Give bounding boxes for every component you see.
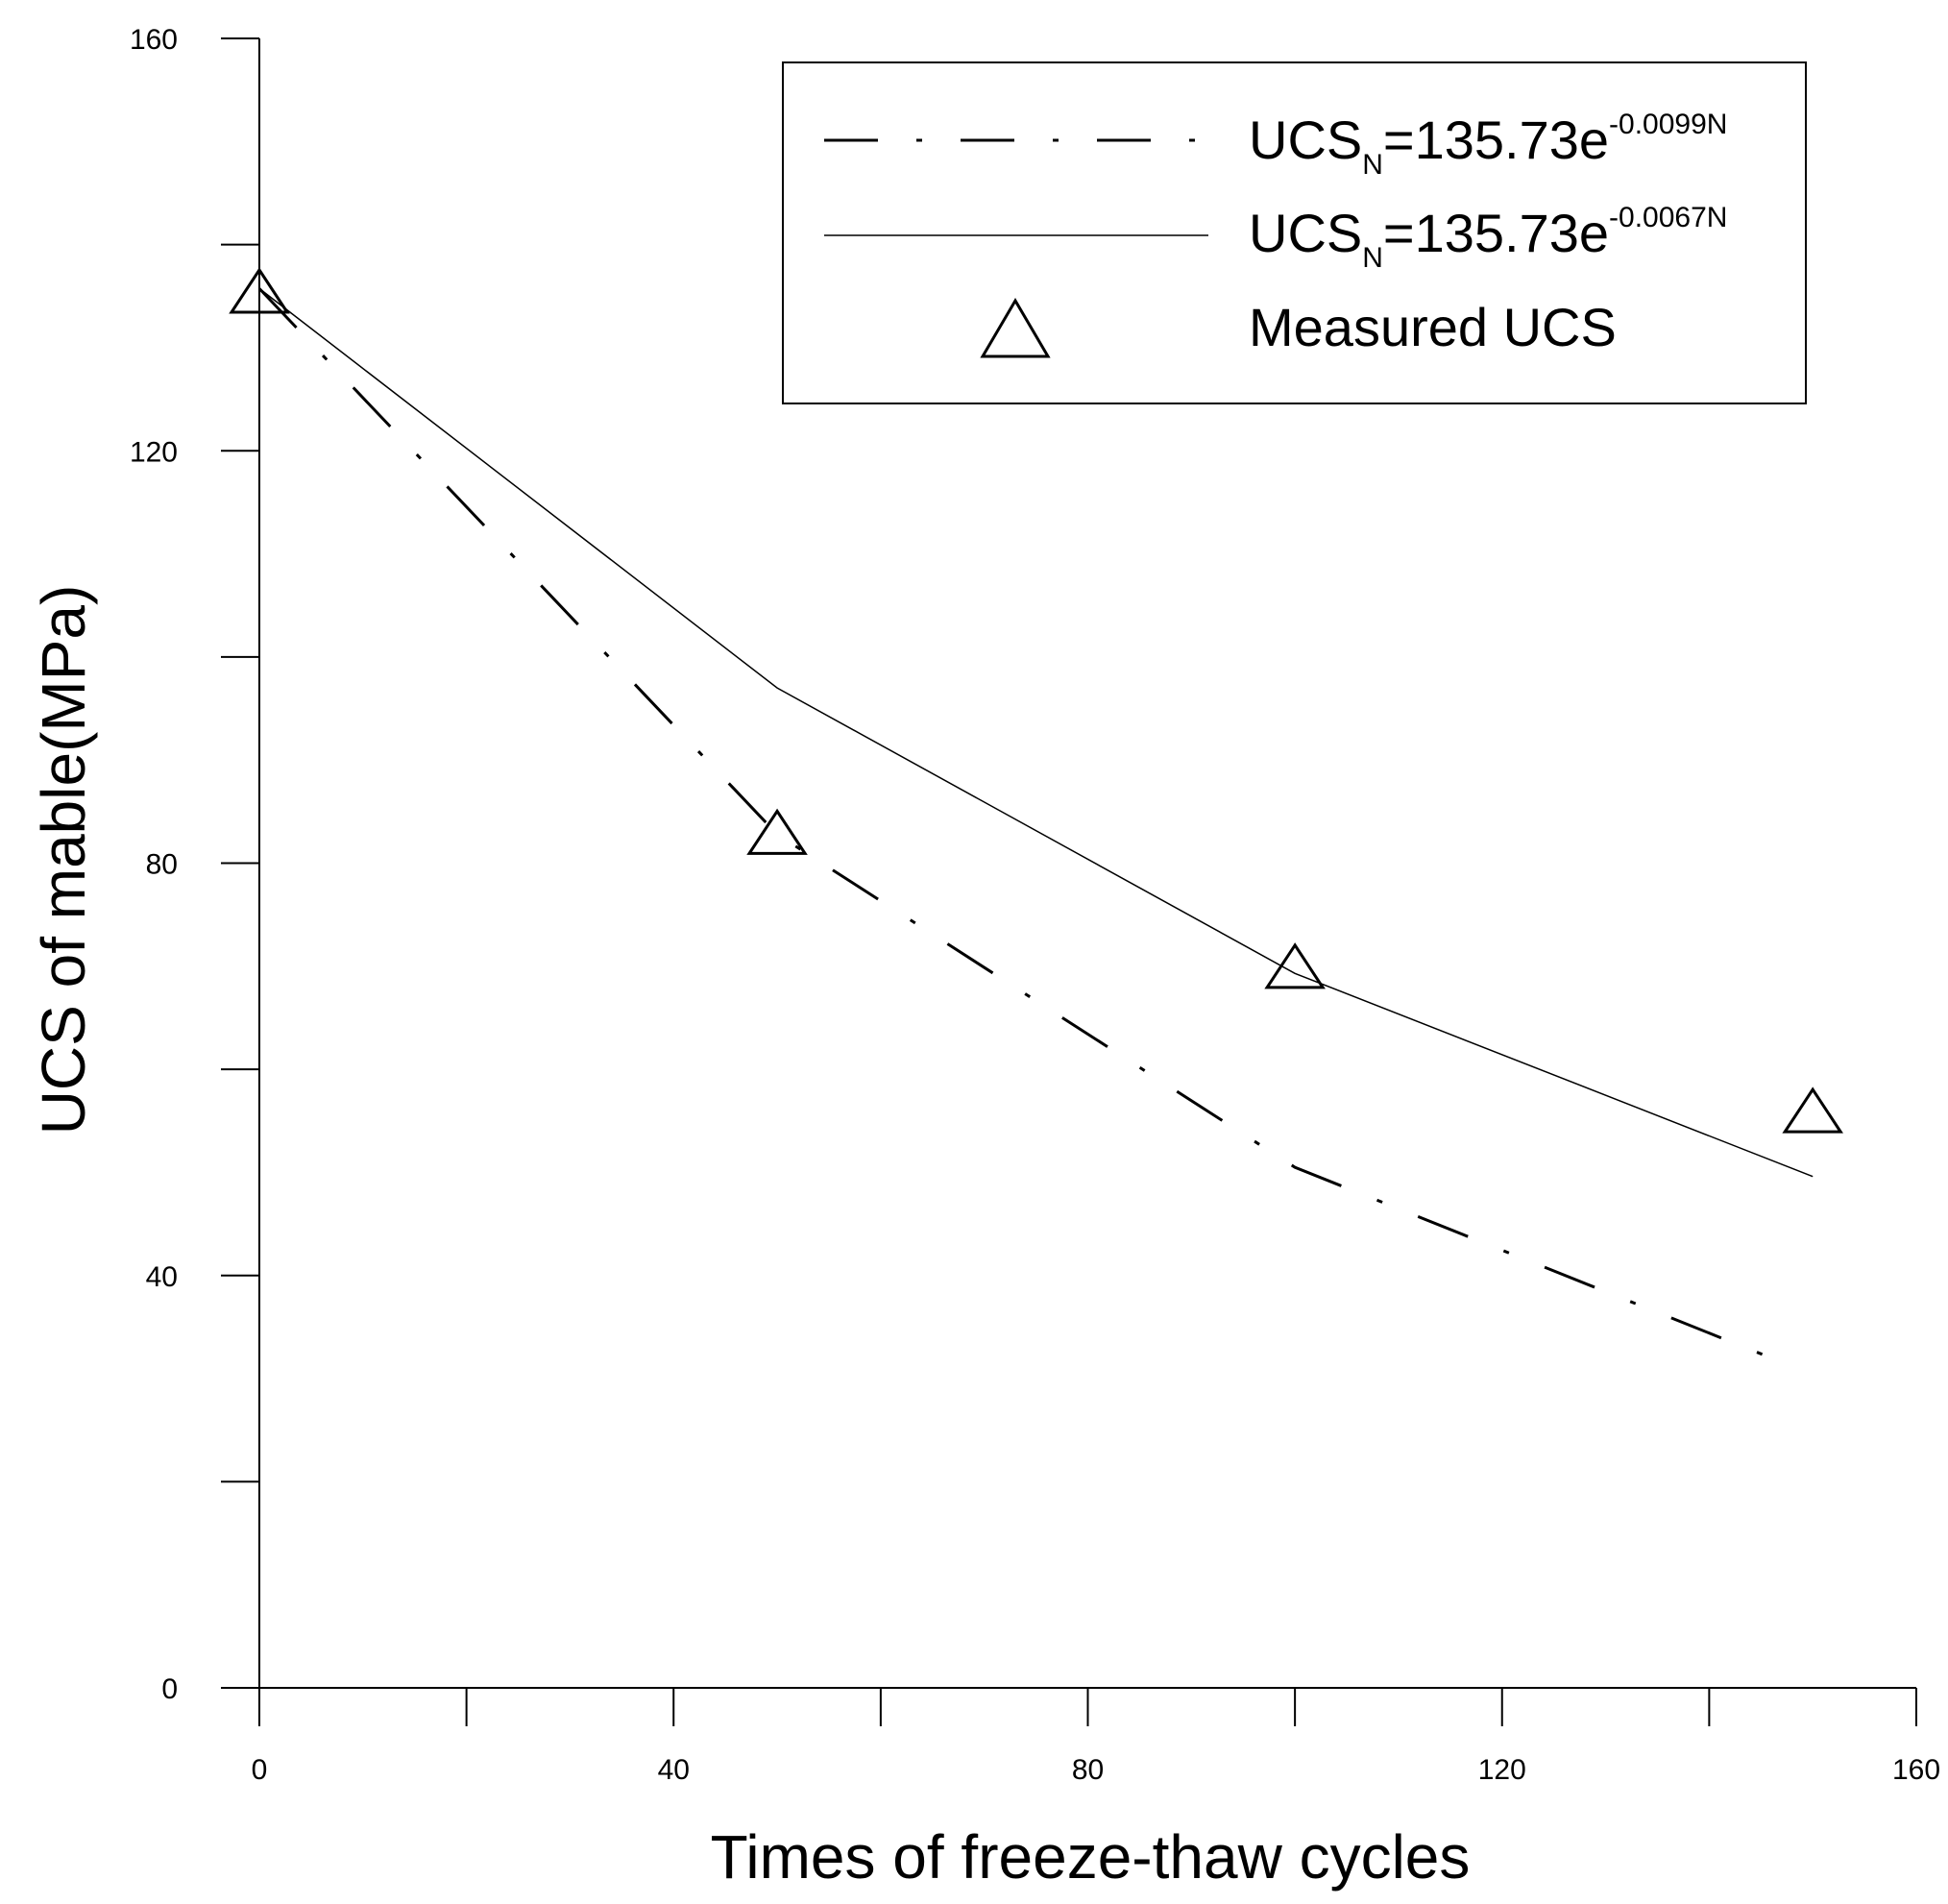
y-tick-label-0: 0 <box>161 1673 178 1705</box>
x-tick-label-80: 80 <box>1072 1754 1104 1786</box>
measured-point-1 <box>746 808 808 855</box>
y-tick-label-40: 40 <box>146 1261 178 1293</box>
legend-1-sup: -0.0099N <box>1609 109 1727 140</box>
legend-label-fit-0.0099: UCSN=135.73e-0.0099N <box>1249 109 1727 181</box>
series-line-fit-0.0099 <box>257 287 1783 1364</box>
legend-2-mid: =135.73e <box>1383 203 1609 263</box>
measured-point-0 <box>229 267 290 314</box>
measured-point-3 <box>1782 1086 1843 1134</box>
legend-2-sup: -0.0067N <box>1609 202 1727 233</box>
measured-point-2 <box>1264 942 1326 989</box>
x-axis-title: Times of freeze-thaw cycles <box>711 1822 1471 1892</box>
legend-label-fit-0.0067: UCSN=135.73e-0.0067N <box>1249 202 1727 274</box>
x-tick-label-40: 40 <box>658 1754 690 1786</box>
legend-1-mid: =135.73e <box>1383 110 1609 170</box>
ticks: 0 40 80 120 160 0 40 80 120 160 <box>130 24 1940 1786</box>
legend-box <box>782 61 1807 404</box>
legend-2-base: UCS <box>1249 203 1362 263</box>
legend: UCSN=135.73e-0.0099N UCSN=135.73e-0.0067… <box>782 61 1807 404</box>
x-tick-label-160: 160 <box>1892 1754 1940 1786</box>
legend-1-sub: N <box>1362 149 1383 181</box>
x-tick-label-120: 120 <box>1478 1754 1526 1786</box>
y-axis-title: UCS of mable(MPa) <box>29 585 98 1135</box>
legend-triangle-marker <box>980 298 1051 358</box>
y-tick-label-120: 120 <box>130 436 178 468</box>
y-tick-label-80: 80 <box>146 849 178 881</box>
y-tick-label-160: 160 <box>130 24 178 56</box>
x-tick-label-0: 0 <box>252 1754 268 1786</box>
legend-label-measured: Measured UCS <box>1249 297 1617 357</box>
series-line-fit-0.0067 <box>258 287 1814 1178</box>
legend-2-sub: N <box>1362 242 1383 274</box>
legend-1-base: UCS <box>1249 110 1362 170</box>
markers <box>229 267 1843 1134</box>
series-layer <box>257 287 1814 1364</box>
